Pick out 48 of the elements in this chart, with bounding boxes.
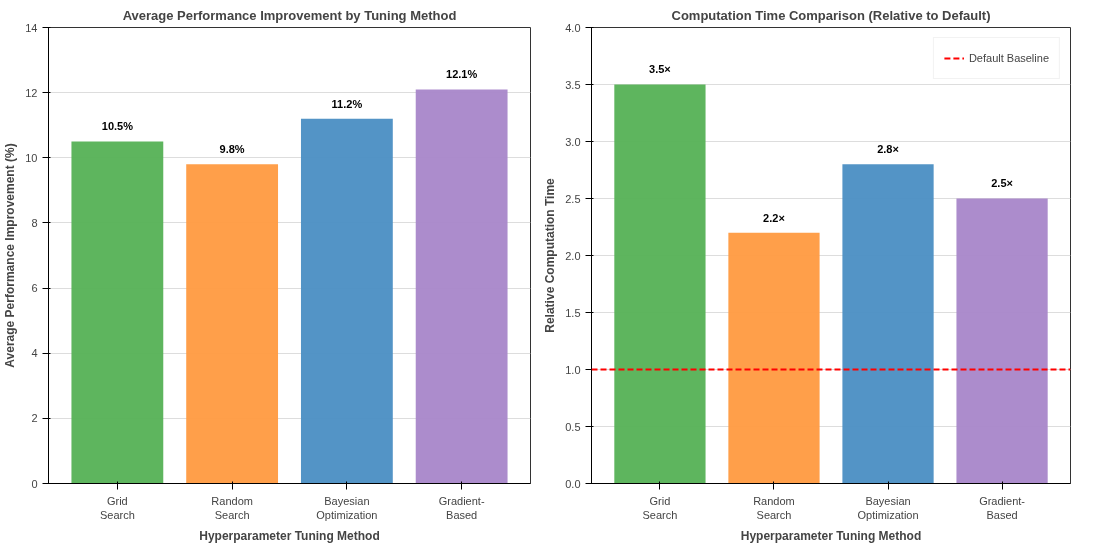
data-label: 11.2%: [331, 97, 363, 110]
x-axis-title: Hyperparameter Tuning Method: [199, 528, 380, 543]
data-label: 10.5%: [101, 120, 134, 133]
y-tick-label: 3.5: [565, 78, 581, 91]
bar: [415, 89, 508, 484]
data-label: 2.8×: [877, 143, 899, 156]
bar: [842, 164, 934, 484]
data-label: 3.5×: [649, 63, 671, 76]
y-tick-label: 0.5: [565, 420, 581, 433]
bar: [728, 232, 820, 484]
y-tick-label: 6: [31, 282, 38, 295]
bar: [614, 84, 706, 484]
y-tick-label: 1.0: [565, 363, 581, 376]
x-tick-label: Grid Search: [642, 494, 678, 521]
y-tick-label: 8: [31, 216, 38, 229]
y-tick-label: 12: [25, 86, 38, 99]
x-tick-label: Gradient- Based: [438, 494, 485, 521]
x-tick-label: Random Search: [753, 494, 795, 521]
y-axis-title: Relative Computation Time: [543, 177, 558, 333]
x-tick-label: Gradient- Based: [979, 494, 1026, 521]
y-tick-label: 1.5: [565, 306, 581, 319]
bar: [186, 164, 279, 484]
y-tick-label: 14: [25, 21, 38, 34]
chart-title: Average Performance Improvement by Tuning Method: [122, 7, 457, 23]
data-label: 9.8%: [219, 143, 245, 156]
y-tick-label: 2.5: [565, 192, 581, 205]
y-tick-label: 2: [31, 412, 38, 425]
y-tick-label: 4.0: [565, 21, 581, 34]
legend-label: Default Baseline: [968, 52, 1049, 64]
bar: [71, 141, 164, 484]
data-label: 2.5×: [991, 177, 1013, 190]
x-tick-label: Bayesian Optimization: [857, 494, 919, 521]
x-tick-label: Bayesian Optimization: [316, 494, 378, 521]
data-label: 12.1%: [446, 68, 478, 81]
y-tick-label: 4: [31, 347, 38, 360]
x-axis-title: Hyperparameter Tuning Method: [740, 528, 922, 543]
chart-title: Computation Time Comparison (Relative to Default): [671, 7, 991, 23]
bar: [300, 118, 393, 484]
y-tick-label: 10: [25, 151, 38, 164]
y-axis-title: Average Performance Improvement (%): [3, 143, 18, 368]
bar: [956, 198, 1048, 484]
y-tick-label: 0.0: [565, 477, 581, 490]
y-tick-label: 2.0: [565, 249, 581, 262]
y-tick-label: 0: [31, 477, 38, 490]
x-tick-label: Random Search: [211, 494, 253, 521]
data-label: 2.2×: [763, 211, 785, 224]
y-tick-label: 3.0: [565, 135, 581, 148]
x-tick-label: Grid Search: [99, 494, 135, 521]
